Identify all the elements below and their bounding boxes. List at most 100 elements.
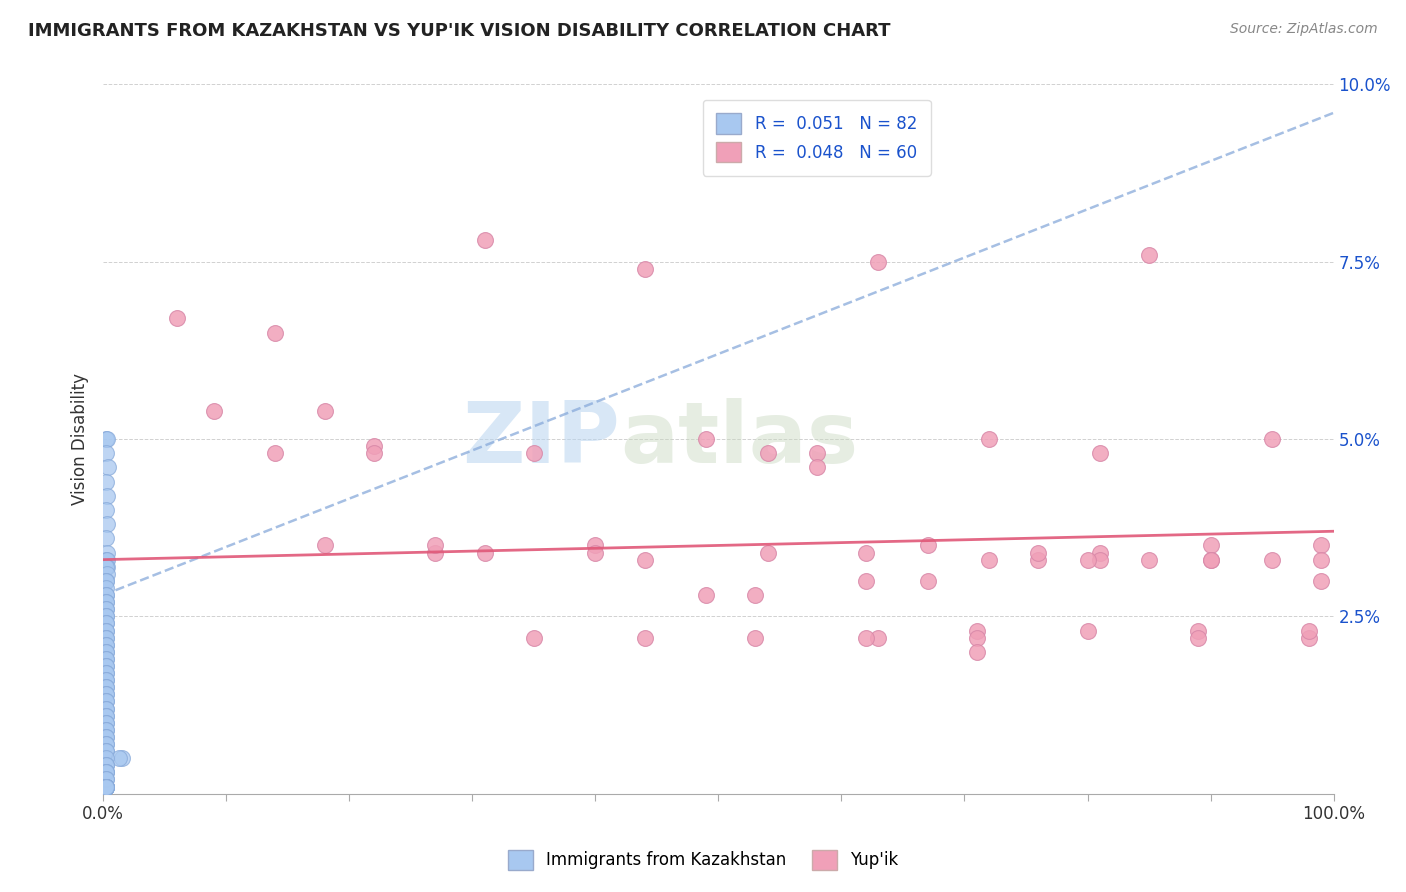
Point xyxy=(583,538,606,552)
Point xyxy=(94,765,117,780)
Text: atlas: atlas xyxy=(620,398,858,481)
Point xyxy=(94,532,117,546)
Point xyxy=(108,751,131,765)
Point xyxy=(96,489,118,503)
Point xyxy=(166,311,188,326)
Point xyxy=(633,631,655,645)
Point xyxy=(314,403,336,417)
Y-axis label: Vision Disability: Vision Disability xyxy=(72,373,89,505)
Point xyxy=(94,659,117,673)
Point xyxy=(917,574,939,588)
Point xyxy=(806,460,828,475)
Point xyxy=(94,624,117,638)
Point xyxy=(94,652,117,666)
Point xyxy=(1026,552,1049,566)
Point xyxy=(744,631,766,645)
Point xyxy=(94,475,117,489)
Point xyxy=(94,652,117,666)
Point xyxy=(363,439,385,453)
Point xyxy=(94,744,117,758)
Point xyxy=(1076,552,1098,566)
Point xyxy=(1187,631,1209,645)
Point xyxy=(966,624,988,638)
Point xyxy=(264,446,287,460)
Point xyxy=(583,545,606,559)
Point xyxy=(94,780,117,794)
Point xyxy=(94,765,117,780)
Point xyxy=(633,552,655,566)
Point xyxy=(1137,247,1160,261)
Point xyxy=(855,574,877,588)
Point xyxy=(94,765,117,780)
Point xyxy=(94,723,117,737)
Point xyxy=(744,588,766,602)
Point xyxy=(94,624,117,638)
Text: Source: ZipAtlas.com: Source: ZipAtlas.com xyxy=(1230,22,1378,37)
Point xyxy=(94,645,117,659)
Point xyxy=(94,751,117,765)
Point xyxy=(94,616,117,631)
Legend: Immigrants from Kazakhstan, Yup'ik: Immigrants from Kazakhstan, Yup'ik xyxy=(502,843,904,877)
Point xyxy=(1310,538,1333,552)
Point xyxy=(94,559,117,574)
Point xyxy=(94,681,117,695)
Point xyxy=(94,446,117,460)
Point xyxy=(1088,552,1111,566)
Point xyxy=(1310,574,1333,588)
Point xyxy=(94,758,117,772)
Point xyxy=(1137,552,1160,566)
Text: IMMIGRANTS FROM KAZAKHSTAN VS YUP'IK VISION DISABILITY CORRELATION CHART: IMMIGRANTS FROM KAZAKHSTAN VS YUP'IK VIS… xyxy=(28,22,890,40)
Point xyxy=(96,432,118,446)
Point xyxy=(425,545,447,559)
Point xyxy=(264,326,287,340)
Point xyxy=(806,446,828,460)
Point xyxy=(110,751,132,765)
Point xyxy=(94,730,117,744)
Point xyxy=(94,616,117,631)
Point xyxy=(363,446,385,460)
Point xyxy=(94,602,117,616)
Point xyxy=(94,780,117,794)
Point xyxy=(94,687,117,701)
Point xyxy=(94,694,117,708)
Point xyxy=(756,446,779,460)
Point xyxy=(94,780,117,794)
Point xyxy=(1026,545,1049,559)
Point xyxy=(94,609,117,624)
Point xyxy=(1261,432,1284,446)
Point xyxy=(94,701,117,715)
Point xyxy=(1199,552,1222,566)
Point xyxy=(94,574,117,588)
Point xyxy=(917,538,939,552)
Point xyxy=(94,588,117,602)
Point xyxy=(94,708,117,723)
Point xyxy=(1298,631,1320,645)
Point xyxy=(94,673,117,688)
Point xyxy=(523,631,546,645)
Point xyxy=(94,552,117,566)
Point xyxy=(94,595,117,609)
Point xyxy=(202,403,225,417)
Point xyxy=(96,545,118,559)
Point xyxy=(314,538,336,552)
Point xyxy=(1088,446,1111,460)
Point xyxy=(94,701,117,715)
Point xyxy=(94,780,117,794)
Point xyxy=(1298,624,1320,638)
Point xyxy=(97,460,120,475)
Legend: R =  0.051   N = 82, R =  0.048   N = 60: R = 0.051 N = 82, R = 0.048 N = 60 xyxy=(703,100,931,176)
Point xyxy=(94,666,117,681)
Point xyxy=(94,638,117,652)
Point xyxy=(966,645,988,659)
Point xyxy=(94,780,117,794)
Point xyxy=(94,631,117,645)
Point xyxy=(855,545,877,559)
Point xyxy=(966,631,988,645)
Point xyxy=(94,609,117,624)
Point xyxy=(94,666,117,681)
Point xyxy=(695,588,717,602)
Point xyxy=(96,552,118,566)
Point xyxy=(756,545,779,559)
Point xyxy=(94,780,117,794)
Point xyxy=(94,588,117,602)
